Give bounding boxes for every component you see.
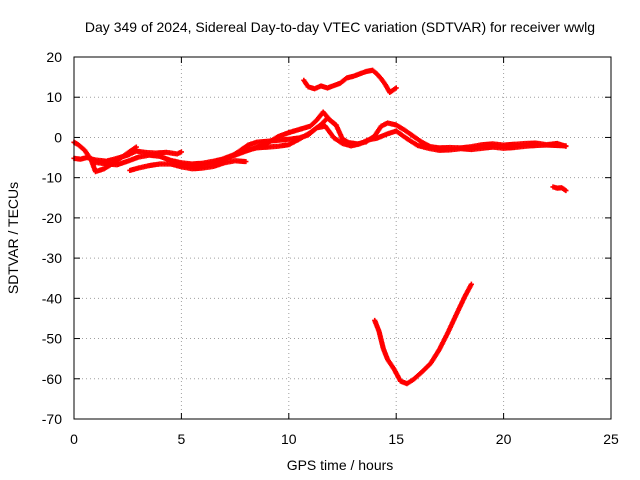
y-tick-label: -20 xyxy=(42,210,62,226)
y-tick-label: 10 xyxy=(46,89,62,105)
data-series xyxy=(71,67,569,387)
y-tick-label: -60 xyxy=(42,371,62,387)
series-arc-9 xyxy=(550,184,569,194)
y-tick-label: -10 xyxy=(42,170,62,186)
series-arc-8 xyxy=(372,281,474,387)
data-point xyxy=(178,149,184,155)
data-point xyxy=(393,85,399,91)
y-tick-label: -30 xyxy=(42,250,62,266)
x-tick-labels: 0 5 10 15 20 25 xyxy=(70,431,619,447)
y-tick-label: 0 xyxy=(54,129,62,145)
x-tick-label: 25 xyxy=(603,431,619,447)
y-tick-labels: 20 10 0 -10 -20 -30 -40 -50 -60 -70 xyxy=(42,49,62,427)
data-point xyxy=(243,158,249,165)
x-tick-label: 5 xyxy=(178,431,186,447)
data-point xyxy=(133,144,139,150)
y-tick-label: -70 xyxy=(42,411,62,427)
x-tick-label: 10 xyxy=(281,431,297,447)
y-tick-label: 20 xyxy=(46,49,62,65)
series-arc-6 xyxy=(219,123,569,163)
x-axis-label: GPS time / hours xyxy=(287,457,394,473)
chart-title: Day 349 of 2024, Sidereal Day-to-day VTE… xyxy=(85,19,595,35)
axis-ticks xyxy=(73,56,612,420)
x-tick-label: 20 xyxy=(496,431,512,447)
x-tick-label: 15 xyxy=(388,431,404,447)
y-tick-label: -50 xyxy=(42,331,62,347)
data-point xyxy=(563,187,569,194)
y-axis-label: SDTVAR / TECUs xyxy=(5,182,21,294)
data-point xyxy=(563,143,569,149)
series-arc-7 xyxy=(301,67,399,95)
data-point xyxy=(468,281,474,287)
plot-frame xyxy=(73,56,612,420)
y-tick-label: -40 xyxy=(42,290,62,306)
x-tick-label: 0 xyxy=(70,431,78,447)
